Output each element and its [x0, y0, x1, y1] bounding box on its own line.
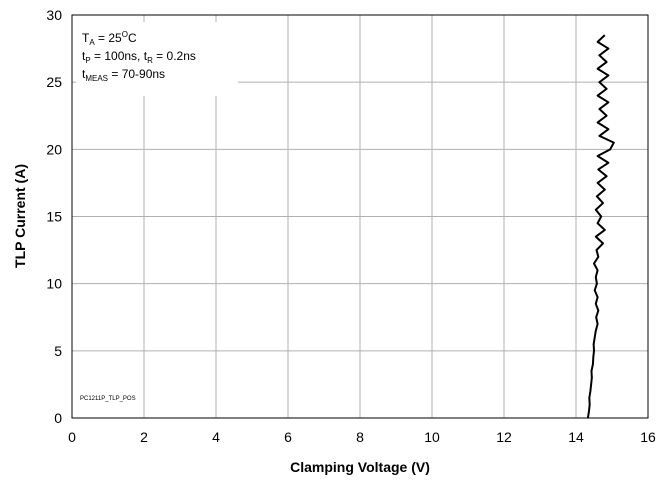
y-tick-label: 20	[46, 141, 62, 157]
annotation-part: MEAS	[85, 74, 108, 83]
annotation-part: t	[82, 49, 86, 63]
y-tick-label: 25	[46, 74, 62, 90]
y-tick-label: 15	[46, 209, 62, 225]
y-tick-label: 5	[54, 343, 62, 359]
x-tick-label: 8	[356, 429, 364, 445]
annotation-part: A	[89, 38, 95, 47]
figure-code: PC1211P_TLP_POS	[80, 396, 136, 402]
plot-frame	[71, 14, 649, 419]
x-tick-label: 16	[640, 429, 656, 445]
annotation-box	[76, 22, 238, 96]
y-tick-label: 0	[54, 410, 62, 426]
x-axis-title: Clamping Voltage (V)	[290, 459, 430, 475]
y-tick-label: 30	[46, 7, 62, 23]
annotation-part: R	[147, 56, 153, 65]
x-tick-label: 0	[68, 429, 76, 445]
x-tick-label: 6	[284, 429, 292, 445]
annotation-part: = 0.2ns	[153, 49, 196, 63]
annotation-part: = 25	[95, 31, 122, 45]
x-tick-label: 10	[424, 429, 440, 445]
annotation-part: T	[82, 31, 90, 45]
x-tick-label: 4	[212, 429, 220, 445]
data-line	[586, 34, 615, 419]
annotation-part: = 100ns, t	[91, 49, 148, 63]
x-tick-label: 2	[140, 429, 148, 445]
y-tick-label: 10	[46, 276, 62, 292]
annotation-part: t	[82, 67, 86, 81]
annotation-part: = 70-90ns	[108, 67, 165, 81]
annotation: tP = 100ns, tR = 0.2ns	[82, 49, 196, 65]
annotation-part: C	[128, 31, 137, 45]
x-tick-label: 14	[568, 429, 584, 445]
annotation-part: P	[85, 56, 90, 65]
annotation: TA = 25OC	[82, 30, 137, 47]
annotation-part: O	[122, 30, 128, 39]
y-axis-title: TLP Current (A)	[12, 164, 28, 268]
x-tick-label: 12	[496, 429, 512, 445]
annotation: tMEAS = 70-90ns	[82, 67, 165, 83]
